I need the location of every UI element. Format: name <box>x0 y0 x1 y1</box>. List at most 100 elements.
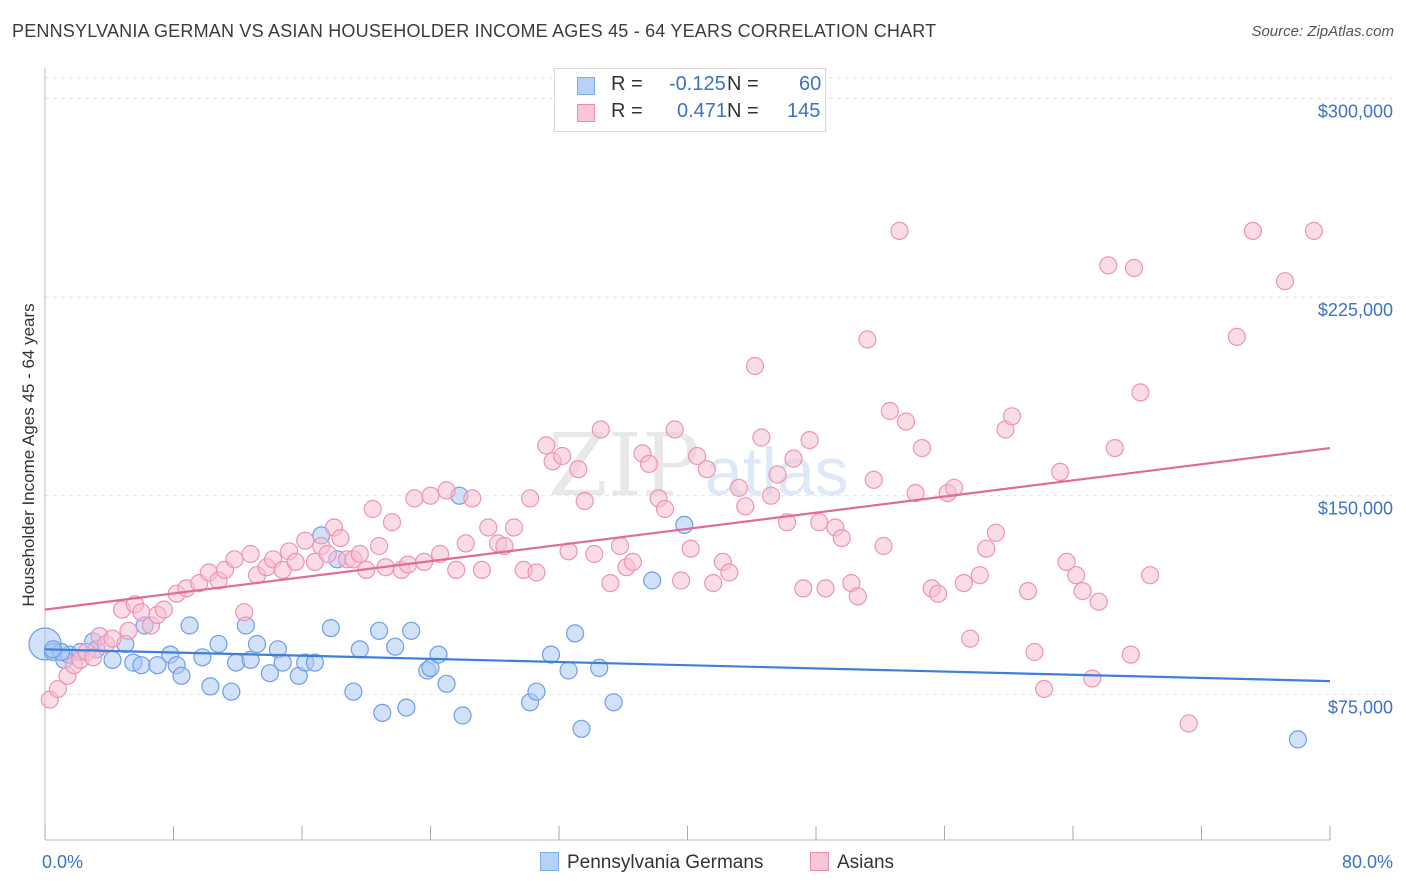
legend-r-value: 0.471 <box>677 100 728 122</box>
asian-point <box>447 560 466 580</box>
asian-point <box>794 579 813 598</box>
chart-title: PENNSYLVANIA GERMAN VS ASIAN HOUSEHOLDER… <box>12 21 937 41</box>
asian-point <box>382 513 402 532</box>
trend-line-pennsylvania-germans <box>44 648 1331 683</box>
asian-point <box>890 221 909 240</box>
legend-n-label: N = <box>727 73 759 95</box>
asian-point <box>273 560 292 580</box>
asian-point <box>119 621 138 640</box>
asian-point <box>437 481 456 500</box>
asian-point <box>912 439 932 458</box>
asian-point <box>585 544 604 564</box>
asian-point <box>225 550 244 569</box>
asian-point <box>537 436 556 455</box>
asian-point <box>1089 592 1108 611</box>
asian-point <box>1067 566 1086 585</box>
bottom-legend-swatch-blue <box>540 852 559 871</box>
gridlines <box>45 77 1392 695</box>
asian-point <box>977 539 996 558</box>
pennsylvania-german-point <box>559 661 578 680</box>
asian-point <box>1057 552 1076 572</box>
asian-point <box>1140 566 1160 585</box>
asian-point <box>479 518 498 537</box>
asian-point <box>331 528 350 548</box>
asian-point <box>1018 581 1038 601</box>
legend-n-value: 145 <box>787 100 821 122</box>
asian-point <box>896 412 916 431</box>
series-pennsylvania-germans <box>28 486 1308 749</box>
asian-point <box>235 603 254 622</box>
pennsylvania-german-point <box>273 653 292 672</box>
asian-point <box>832 528 851 548</box>
pennsylvania-german-point <box>172 666 191 685</box>
pennsylvania-german-point <box>193 648 212 667</box>
asian-point <box>752 428 771 447</box>
asian-point <box>405 489 424 508</box>
asian-point <box>1227 327 1246 346</box>
asian-point <box>520 489 540 508</box>
asian-point <box>456 534 475 553</box>
asian-point <box>286 552 305 572</box>
asian-point <box>784 449 803 468</box>
pennsylvania-german-point <box>370 621 389 640</box>
asian-point <box>1124 258 1144 278</box>
asian-point <box>1105 439 1124 458</box>
asian-point <box>874 536 893 556</box>
asian-point <box>472 560 491 580</box>
asian-point <box>610 536 630 556</box>
pennsylvania-german-point <box>344 682 363 701</box>
asian-point <box>880 401 900 421</box>
pennsylvania-german-point <box>305 653 324 672</box>
y-tick-label: $300,000 <box>1318 101 1393 121</box>
pennsylvania-german-point <box>453 706 472 725</box>
asian-point <box>241 544 260 564</box>
asian-point <box>154 600 173 619</box>
bottom-legend-asians: Asians <box>810 852 894 874</box>
asian-point <box>848 587 867 606</box>
asian-point <box>1179 714 1198 733</box>
pennsylvania-german-point <box>260 664 279 683</box>
asian-point <box>527 563 546 582</box>
asian-point <box>697 460 716 479</box>
y-tick-label: $150,000 <box>1318 499 1393 519</box>
asian-point <box>569 460 588 479</box>
pennsylvania-german-point <box>209 634 228 654</box>
asian-point <box>1083 669 1102 688</box>
asian-point <box>687 446 707 466</box>
asian-point <box>928 584 948 603</box>
asian-point <box>431 544 450 564</box>
asian-point <box>623 552 643 572</box>
asian-point <box>681 539 700 558</box>
legend-r-label: R = <box>611 73 643 95</box>
pennsylvania-german-point <box>222 682 241 701</box>
asian-point <box>810 513 829 532</box>
pennsylvania-german-point <box>402 621 421 640</box>
asian-point <box>1275 272 1295 291</box>
legend-swatch-pink <box>577 104 595 122</box>
pennsylvania-german-point <box>604 693 623 712</box>
asian-point <box>1002 407 1022 426</box>
asian-point <box>665 420 684 439</box>
pennsylvania-german-point <box>201 677 220 696</box>
asian-point <box>639 454 659 473</box>
pennsylvania-german-point <box>321 618 340 638</box>
asian-point <box>745 356 765 376</box>
x-tick-label-max: 80.0% <box>1342 852 1393 872</box>
bottom-legend-pennsylvania-germans: Pennsylvania Germans <box>540 852 763 874</box>
asian-point <box>671 571 691 590</box>
asian-point <box>858 330 877 349</box>
asian-point <box>370 536 389 556</box>
asian-point <box>1099 256 1118 275</box>
asian-point <box>800 431 819 450</box>
y-tick-label: $75,000 <box>1328 697 1393 717</box>
asian-point <box>1073 581 1092 601</box>
asian-point <box>961 629 980 648</box>
pennsylvania-german-point <box>103 650 122 670</box>
asian-point <box>1243 221 1263 240</box>
pennsylvania-german-point <box>373 703 392 723</box>
pennsylvania-german-point <box>527 682 546 701</box>
asian-point <box>816 579 835 598</box>
axes: $75,000 $150,000 $225,000 $300,000 0.0% 80.0% <box>42 68 1393 872</box>
asian-point <box>736 497 755 516</box>
asian-point <box>970 566 989 585</box>
